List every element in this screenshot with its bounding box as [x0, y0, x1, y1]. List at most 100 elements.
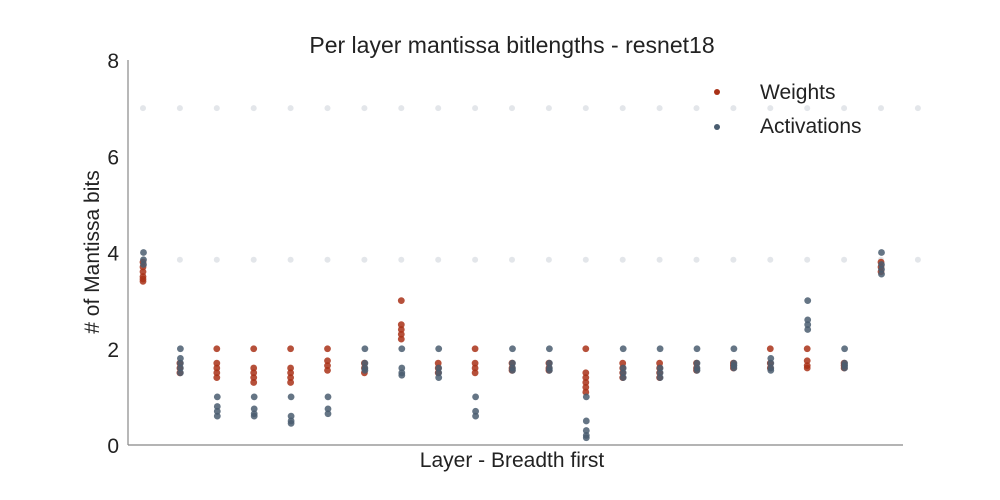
activations-point: [435, 369, 443, 377]
faint-point: [213, 256, 220, 263]
weights-point: [324, 357, 331, 365]
activations-point: [250, 412, 258, 420]
activations-point: [841, 364, 848, 372]
weights-point: [250, 345, 258, 353]
activations-point: [324, 393, 332, 401]
faint-point: [804, 256, 811, 263]
y-tick-label: 0: [107, 435, 119, 458]
faint-point: [582, 256, 589, 263]
chart-title: Per layer mantissa bitlengths - resnet18: [309, 32, 714, 58]
activations-point: [435, 374, 443, 382]
weights-point: [287, 374, 294, 382]
faint-point: [250, 256, 257, 263]
weights-point: [287, 345, 294, 353]
y-tick-label: 2: [107, 339, 119, 362]
y-tick-label: 8: [107, 50, 119, 73]
activations-point: [693, 359, 701, 367]
faint-point: [213, 105, 220, 112]
weights-point: [582, 379, 590, 386]
activations-point: [177, 359, 184, 367]
faint-point: [435, 105, 442, 112]
activations-point: [140, 249, 147, 256]
activations-point: [619, 364, 627, 372]
faint-point: [140, 105, 146, 112]
activations-point: [177, 345, 184, 353]
activations-point: [546, 367, 553, 374]
activations-point: [878, 265, 885, 273]
weights-point: [250, 364, 258, 372]
faint-point: [324, 105, 331, 112]
weights-point: [471, 345, 479, 353]
weights-point: [582, 345, 590, 353]
activations-point: [546, 359, 553, 367]
activations-point: [767, 359, 775, 367]
activations-point: [177, 354, 184, 362]
activations-point: [398, 371, 406, 379]
faint-point: [435, 256, 442, 263]
activations-point: [582, 417, 590, 425]
faint-point: [804, 105, 811, 112]
activations-point: [656, 345, 664, 353]
faint-point: [324, 256, 331, 263]
faint-point: [619, 256, 626, 263]
faint-point: [398, 105, 405, 112]
weights-point: [213, 345, 221, 353]
activations-point: [619, 374, 627, 382]
weights-point: [213, 359, 221, 367]
activations-point: [693, 345, 701, 353]
activations-point: [287, 419, 295, 427]
activations-point: [509, 345, 516, 353]
activations-point: [656, 364, 664, 372]
weights-point: [213, 374, 221, 382]
weights-point: [213, 364, 221, 372]
weights-point: [582, 369, 590, 377]
legend-marker-weights: [714, 89, 720, 95]
faint-point: [509, 256, 515, 263]
faint-point: [287, 105, 294, 112]
faint-point: [287, 256, 294, 263]
faint-point: [361, 105, 368, 112]
weights-point: [397, 330, 405, 338]
activations-point: [324, 410, 332, 418]
faint-point: [619, 105, 626, 112]
activations-point: [546, 345, 553, 353]
weights-point: [324, 367, 331, 374]
activations-point: [472, 393, 479, 401]
weights-point: [139, 268, 147, 276]
activations-point: [398, 345, 406, 353]
faint-point: [693, 256, 700, 263]
x-axis-label: Layer - Breadth first: [420, 449, 605, 472]
activations-point: [767, 354, 775, 362]
weights-point: [287, 364, 294, 372]
faint-point: [841, 105, 848, 112]
activations-point: [213, 407, 221, 415]
activations-point: [730, 364, 738, 372]
weights-point: [397, 335, 405, 343]
faint-point: [656, 256, 663, 263]
faint-point: [914, 105, 921, 112]
activations-point: [730, 345, 738, 353]
weights-point: [471, 359, 479, 367]
faint-point: [250, 105, 257, 112]
weights-point: [139, 277, 147, 285]
activations-point: [177, 369, 184, 377]
activations-point: [324, 405, 332, 413]
activations-point: [287, 412, 295, 420]
weights-point: [250, 379, 258, 386]
faint-point: [545, 105, 552, 112]
activations-point: [878, 249, 885, 256]
faint-point: [582, 105, 589, 112]
activations-point: [213, 412, 221, 420]
activations-point: [472, 407, 479, 415]
weights-point: [471, 364, 479, 372]
legend: Weights Activations: [714, 81, 862, 138]
activations-point: [361, 359, 369, 367]
y-tick-label: 6: [107, 146, 119, 169]
y-axis-label: # of Mantissa bits: [81, 170, 104, 333]
y-tick-label: 4: [107, 243, 119, 266]
faint-point: [176, 256, 183, 263]
y-axis-ticks: 0 2 4 6 8: [107, 50, 119, 458]
activations-point: [804, 326, 812, 333]
weights-point: [582, 383, 590, 391]
activations-point: [509, 359, 516, 367]
